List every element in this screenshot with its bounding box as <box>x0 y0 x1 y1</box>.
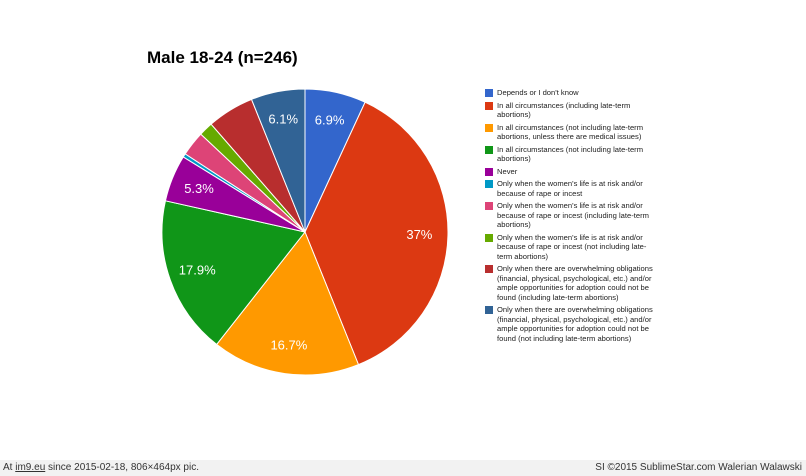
pie-data-label-1: 37% <box>406 227 432 242</box>
pie-data-label-9: 6.1% <box>268 112 298 127</box>
legend-label: In all circumstances (not including late… <box>497 144 644 164</box>
pie-data-label-2: 16.7% <box>270 337 307 352</box>
legend-item-4[interactable]: Never <box>485 167 660 177</box>
chart-title: Male 18-24 (n=246) <box>147 48 298 67</box>
legend-swatch <box>485 145 493 154</box>
legend-label: Never <box>497 166 518 176</box>
legend-label: Only when there are overwhelming obligat… <box>497 264 653 302</box>
legend-swatch <box>485 89 493 97</box>
pie-data-labels: 6.9% 37% 16.7% 17.9% 5.3% 6.1% <box>179 112 433 353</box>
legend-item-8[interactable]: Only when there are overwhelming obligat… <box>485 264 660 302</box>
pie-data-label-3: 17.9% <box>179 262 216 277</box>
legend-swatch <box>485 180 493 188</box>
legend-item-1[interactable]: In all circumstances (including late-ter… <box>485 101 660 120</box>
legend-swatch <box>485 233 493 242</box>
legend-label: In all circumstances (including late-ter… <box>497 100 631 120</box>
legend-label: Only when the women's life is at risk an… <box>497 201 649 229</box>
footer-copyright: SI ©2015 SublimeStar.com Walerian Walaws… <box>595 462 802 473</box>
footer-source: At im9.eu since 2015-02-18, 806×464px pi… <box>3 462 199 473</box>
legend-label: In all circumstances (not including late… <box>497 122 644 142</box>
legend-swatch <box>485 101 493 110</box>
pie-slice-2[interactable] <box>215 231 360 376</box>
footer: At im9.eu since 2015-02-18, 806×464px pi… <box>0 460 806 476</box>
legend-label: Only when the women's life is at risk an… <box>497 232 647 261</box>
legend-item-5[interactable]: Only when the women's life is at risk an… <box>485 179 660 198</box>
legend-item-2[interactable]: In all circumstances (not including late… <box>485 123 660 142</box>
legend-item-9[interactable]: Only when there are overwhelming obligat… <box>485 305 660 343</box>
pie-chart: 6.9% 37% 16.7% 17.9% 5.3% 6.1% <box>161 88 449 376</box>
legend-label: Only when the women's life is at risk an… <box>497 179 643 198</box>
pie-data-label-0: 6.9% <box>315 112 345 127</box>
legend-label: Depends or I don't know <box>497 88 579 97</box>
pie-slice-9[interactable] <box>250 88 306 233</box>
pie-slice-1[interactable] <box>304 101 449 366</box>
pie-slice-3[interactable] <box>161 200 306 346</box>
legend-label: Only when there are overwhelming obligat… <box>497 305 653 343</box>
legend-swatch <box>485 123 493 132</box>
legend: Depends or I don't know In all circumstan… <box>485 88 660 346</box>
legend-swatch <box>485 265 493 273</box>
legend-item-0[interactable]: Depends or I don't know <box>485 88 660 98</box>
footer-link[interactable]: im9.eu <box>15 462 46 473</box>
legend-item-6[interactable]: Only when the women's life is at risk an… <box>485 201 660 230</box>
pie-data-label-4: 5.3% <box>184 181 214 196</box>
legend-swatch <box>485 167 493 176</box>
legend-item-7[interactable]: Only when the women's life is at risk an… <box>485 233 660 262</box>
legend-swatch <box>485 306 493 314</box>
legend-swatch <box>485 202 493 210</box>
pie-slices <box>161 88 449 376</box>
legend-item-3[interactable]: In all circumstances (not including late… <box>485 145 660 164</box>
